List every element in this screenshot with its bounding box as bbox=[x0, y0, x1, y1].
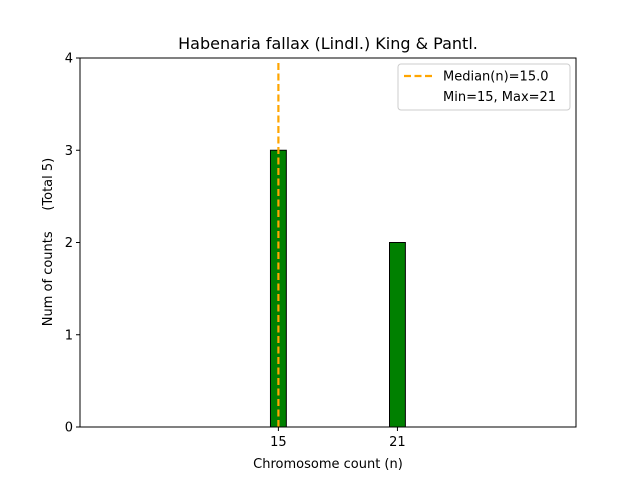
legend: Median(n)=15.0 Min=15, Max=21 bbox=[397, 63, 571, 111]
x-tick-label-15: 15 bbox=[270, 435, 287, 450]
y-axis-label: Num of counts (Total 5) bbox=[41, 158, 56, 326]
legend-entry-median: Median(n)=15.0 bbox=[443, 70, 549, 85]
y-tick-label-3: 3 bbox=[65, 144, 73, 159]
plot-area: 15 21 0 1 2 3 4 bbox=[65, 52, 577, 450]
legend-box bbox=[397, 63, 571, 111]
y-tick-label-2: 2 bbox=[65, 236, 73, 251]
legend-entry-range: Min=15, Max=21 bbox=[443, 90, 556, 105]
y-tick-label-1: 1 bbox=[65, 328, 73, 343]
y-tick-label-4: 4 bbox=[65, 52, 73, 67]
chart-title: Habenaria fallax (Lindl.) King & Pantl. bbox=[178, 34, 478, 53]
y-tick-label-0: 0 bbox=[65, 421, 73, 436]
x-tick-label-21: 21 bbox=[389, 435, 406, 450]
x-axis-label: Chromosome count (n) bbox=[253, 457, 403, 472]
bar-21 bbox=[389, 242, 406, 428]
